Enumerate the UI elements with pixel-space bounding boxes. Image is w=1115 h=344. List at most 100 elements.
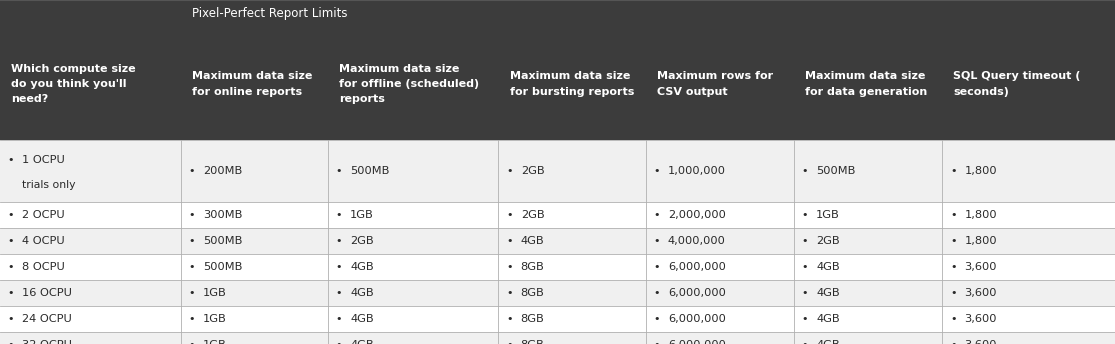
Text: •: • [653, 340, 660, 344]
Text: •: • [188, 288, 195, 298]
Text: Maximum data size: Maximum data size [805, 71, 925, 81]
Text: •: • [653, 288, 660, 298]
Text: Maximum rows for: Maximum rows for [657, 71, 773, 81]
Text: •: • [506, 166, 513, 176]
Text: •: • [8, 314, 14, 324]
Text: •: • [653, 236, 660, 246]
Text: •: • [8, 262, 14, 272]
Text: •: • [336, 210, 342, 220]
Text: 2GB: 2GB [816, 236, 840, 246]
Text: •: • [950, 340, 957, 344]
Text: •: • [802, 210, 808, 220]
Text: 2GB: 2GB [350, 236, 374, 246]
Text: •: • [188, 262, 195, 272]
Text: •: • [188, 166, 195, 176]
Bar [0, 228, 1115, 254]
Text: 500MB: 500MB [816, 166, 855, 176]
Text: seconds): seconds) [953, 87, 1009, 97]
Text: 1GB: 1GB [350, 210, 374, 220]
Text: do you think you'll: do you think you'll [11, 79, 127, 89]
Text: •: • [188, 210, 195, 220]
Text: 3,600: 3,600 [964, 288, 997, 298]
Text: •: • [802, 166, 808, 176]
Text: •: • [336, 340, 342, 344]
Text: 24 OCPU: 24 OCPU [22, 314, 72, 324]
Bar [0, 28, 1115, 140]
Text: 32 OCPU: 32 OCPU [22, 340, 72, 344]
Text: trials only: trials only [22, 180, 76, 190]
Text: •: • [506, 210, 513, 220]
Text: 6,000,000: 6,000,000 [668, 262, 726, 272]
Text: •: • [950, 210, 957, 220]
Text: 1GB: 1GB [203, 340, 226, 344]
Text: 4GB: 4GB [816, 340, 840, 344]
Text: 500MB: 500MB [203, 262, 242, 272]
Text: •: • [653, 166, 660, 176]
Text: 1,800: 1,800 [964, 210, 997, 220]
Text: 8 OCPU: 8 OCPU [22, 262, 65, 272]
Text: for online reports: for online reports [192, 87, 302, 97]
Text: •: • [8, 288, 14, 298]
Text: 1,000,000: 1,000,000 [668, 166, 726, 176]
Text: 8GB: 8GB [521, 314, 544, 324]
Text: 3,600: 3,600 [964, 262, 997, 272]
Text: •: • [336, 166, 342, 176]
Text: 6,000,000: 6,000,000 [668, 314, 726, 324]
Text: 2GB: 2GB [521, 210, 544, 220]
Text: 2GB: 2GB [521, 166, 544, 176]
Text: 8GB: 8GB [521, 340, 544, 344]
Text: •: • [506, 262, 513, 272]
Text: 500MB: 500MB [203, 236, 242, 246]
Text: 16 OCPU: 16 OCPU [22, 288, 72, 298]
Bar [0, 306, 1115, 332]
Text: for bursting reports: for bursting reports [510, 87, 634, 97]
Text: •: • [8, 210, 14, 220]
Text: Maximum data size: Maximum data size [510, 71, 630, 81]
Text: 300MB: 300MB [203, 210, 242, 220]
Text: •: • [8, 155, 14, 165]
Text: 4GB: 4GB [816, 288, 840, 298]
Text: 6,000,000: 6,000,000 [668, 288, 726, 298]
Text: •: • [188, 314, 195, 324]
Bar [0, 254, 1115, 280]
Text: •: • [336, 236, 342, 246]
Text: •: • [653, 314, 660, 324]
Text: 3,600: 3,600 [964, 314, 997, 324]
Text: 8GB: 8GB [521, 262, 544, 272]
Text: 4,000,000: 4,000,000 [668, 236, 726, 246]
Text: •: • [336, 314, 342, 324]
Bar [0, 202, 1115, 228]
Bar [0, 0, 1115, 28]
Bar [0, 280, 1115, 306]
Bar [0, 332, 1115, 344]
Text: 6,000,000: 6,000,000 [668, 340, 726, 344]
Text: 1,800: 1,800 [964, 236, 997, 246]
Text: •: • [802, 262, 808, 272]
Text: 500MB: 500MB [350, 166, 389, 176]
Text: 2 OCPU: 2 OCPU [22, 210, 65, 220]
Text: •: • [950, 166, 957, 176]
Text: 4GB: 4GB [816, 262, 840, 272]
Text: •: • [336, 262, 342, 272]
Text: 2,000,000: 2,000,000 [668, 210, 726, 220]
Text: 4GB: 4GB [350, 288, 374, 298]
Text: •: • [506, 340, 513, 344]
Text: •: • [506, 314, 513, 324]
Text: •: • [336, 288, 342, 298]
Text: 1GB: 1GB [203, 314, 226, 324]
Text: Maximum data size: Maximum data size [339, 64, 459, 74]
Text: •: • [8, 236, 14, 246]
Text: SQL Query timeout (: SQL Query timeout ( [953, 71, 1080, 81]
Text: •: • [188, 340, 195, 344]
Text: 8GB: 8GB [521, 288, 544, 298]
Bar [0, 140, 1115, 202]
Text: •: • [653, 210, 660, 220]
Text: Which compute size: Which compute size [11, 64, 136, 74]
Text: •: • [188, 236, 195, 246]
Text: CSV output: CSV output [657, 87, 727, 97]
Text: 1 OCPU: 1 OCPU [22, 155, 65, 165]
Text: •: • [802, 236, 808, 246]
Text: 1GB: 1GB [203, 288, 226, 298]
Text: 4GB: 4GB [350, 262, 374, 272]
Text: 1GB: 1GB [816, 210, 840, 220]
